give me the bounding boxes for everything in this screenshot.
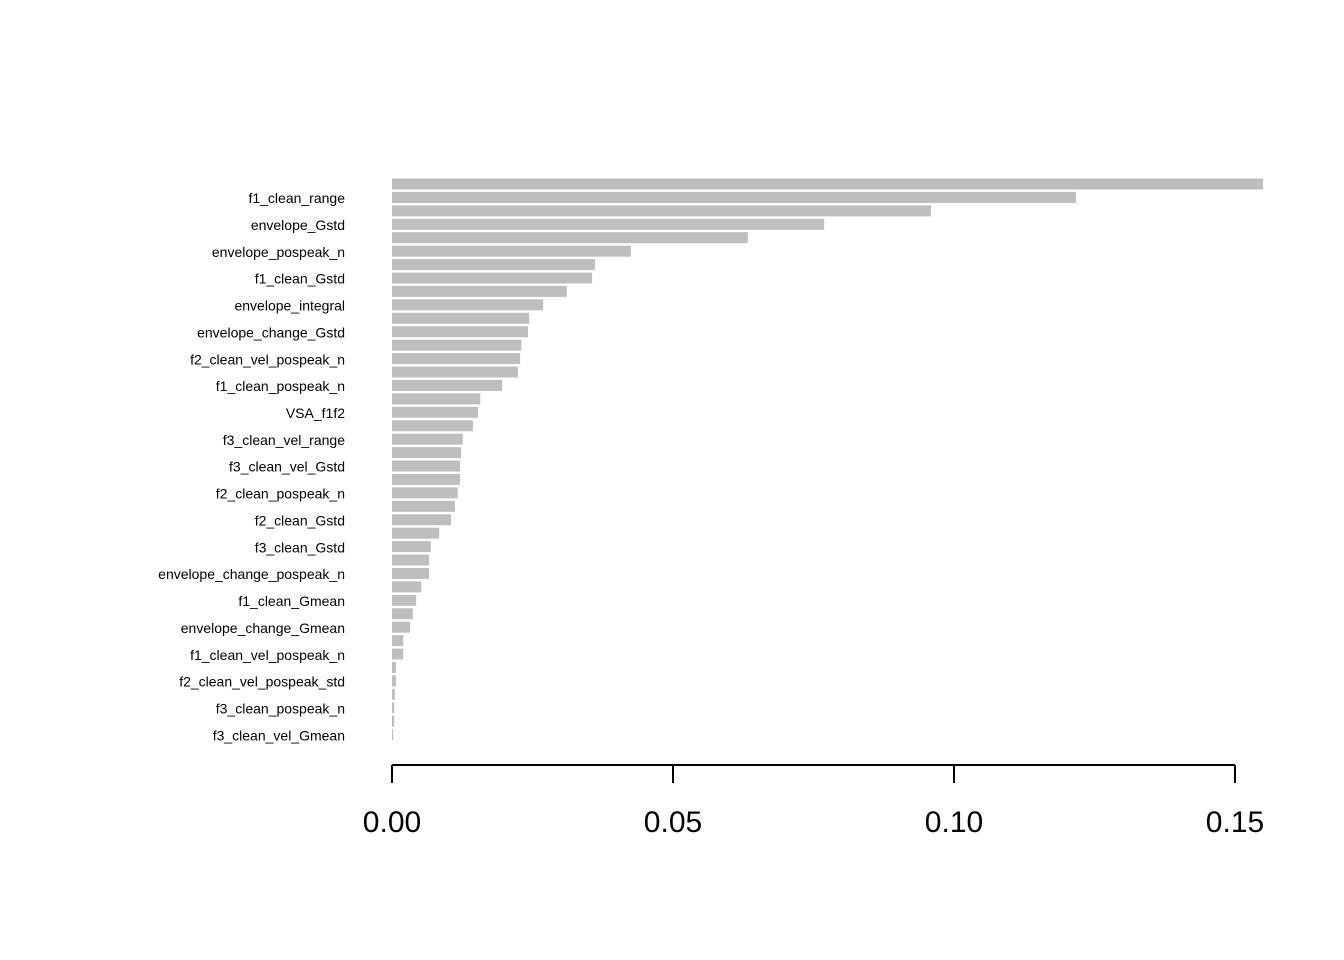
bar	[392, 581, 422, 593]
category-label: f1_clean_Gstd	[255, 271, 345, 287]
bar	[392, 245, 631, 257]
category-label: f2_clean_pospeak_n	[216, 486, 345, 502]
category-label: f1_clean_vel_pospeak_n	[190, 647, 345, 663]
x-tick-label: 0.00	[363, 806, 421, 839]
bar	[392, 205, 931, 217]
bar	[392, 688, 395, 700]
category-label: f2_clean_Gstd	[255, 512, 345, 528]
bar	[392, 339, 522, 351]
bar	[392, 178, 1264, 190]
category-label: envelope_change_pospeak_n	[158, 566, 345, 582]
bar	[392, 527, 440, 539]
bar	[392, 715, 395, 727]
bar	[392, 379, 503, 391]
bar	[392, 473, 461, 485]
bar	[392, 366, 518, 378]
bar	[392, 648, 404, 660]
category-label: f1_clean_pospeak_n	[216, 378, 345, 394]
bar	[392, 621, 410, 633]
category-label: envelope_Gstd	[251, 217, 345, 233]
category-label: f2_clean_vel_pospeak_n	[190, 351, 345, 367]
bar	[392, 447, 462, 459]
category-label: f3_clean_vel_Gmean	[213, 727, 345, 743]
category-label: f3_clean_Gstd	[255, 539, 345, 555]
bar	[392, 729, 394, 741]
category-label: f3_clean_pospeak_n	[216, 700, 345, 716]
bar	[392, 541, 431, 553]
bar	[392, 353, 521, 365]
bar	[392, 218, 825, 230]
category-label: f2_clean_vel_pospeak_std	[179, 674, 345, 690]
bar	[392, 420, 473, 432]
bar	[392, 487, 458, 499]
category-label: envelope_change_Gstd	[197, 324, 345, 340]
bar	[392, 514, 452, 526]
x-tick-label: 0.10	[925, 806, 983, 839]
category-label: f3_clean_vel_range	[223, 432, 345, 448]
bar	[392, 232, 748, 244]
x-tick-label: 0.15	[1206, 806, 1264, 839]
bar	[392, 433, 463, 445]
category-label: VSA_f1f2	[286, 405, 345, 421]
bar	[392, 500, 455, 512]
category-label: envelope_integral	[234, 298, 345, 314]
bar	[392, 460, 461, 472]
bar	[392, 661, 396, 673]
category-label: envelope_pospeak_n	[212, 244, 345, 260]
bar	[392, 554, 430, 566]
category-label: envelope_change_Gmean	[181, 620, 345, 636]
category-label: f3_clean_vel_Gstd	[229, 459, 345, 475]
bar	[392, 326, 529, 338]
bar	[392, 299, 544, 311]
bar	[392, 635, 404, 647]
bar	[392, 406, 478, 418]
bar	[392, 259, 595, 271]
bar	[392, 393, 481, 405]
category-label: f1_clean_range	[248, 190, 345, 206]
bar	[392, 608, 413, 620]
bar	[392, 567, 430, 579]
bar	[392, 675, 396, 687]
bar	[392, 285, 567, 297]
bar	[392, 272, 593, 284]
bar	[392, 702, 395, 714]
bar	[392, 191, 1076, 203]
x-tick-label: 0.05	[644, 806, 702, 839]
bar	[392, 312, 530, 324]
bar	[392, 594, 417, 606]
category-label: f1_clean_Gmean	[238, 593, 345, 609]
